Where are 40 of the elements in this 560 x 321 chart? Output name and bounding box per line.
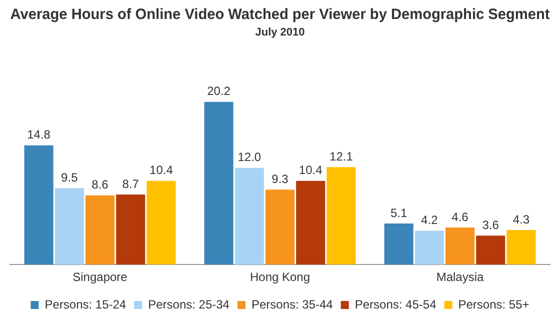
legend-label: Persons: 55+ — [458, 297, 530, 312]
data-label: 12.0 — [238, 150, 262, 164]
bar — [476, 236, 506, 265]
bar — [85, 195, 115, 265]
data-label: 8.6 — [92, 178, 109, 192]
bar — [24, 145, 54, 265]
data-label: 3.6 — [482, 218, 500, 232]
bar — [326, 167, 356, 265]
bar — [204, 102, 234, 265]
bar — [54, 188, 84, 265]
data-label: 4.6 — [452, 210, 469, 224]
legend-label: Persons: 15-24 — [44, 297, 126, 312]
data-label: 5.1 — [390, 206, 408, 220]
bar — [445, 228, 475, 265]
x-tick-label: Malaysia — [436, 270, 484, 284]
data-label: 14.8 — [27, 128, 51, 142]
legend-label: Persons: 25-34 — [148, 297, 230, 312]
bar — [234, 168, 264, 265]
legend-label: Persons: 45-54 — [354, 297, 437, 312]
x-tick-label: Singapore — [72, 270, 128, 284]
chart-subtitle: July 2010 — [255, 26, 305, 39]
data-label: 9.3 — [272, 172, 289, 186]
x-tick-label: Hong Kong — [250, 270, 310, 284]
data-label: 4.3 — [512, 212, 530, 226]
bar — [265, 190, 295, 265]
data-label: 10.4 — [150, 163, 174, 178]
bar — [296, 180, 326, 265]
data-label: 9.5 — [61, 170, 78, 184]
bar — [146, 180, 176, 265]
bar — [414, 230, 444, 265]
data-label: 12.1 — [330, 149, 354, 164]
chart-title: Average Hours of Online Video Watched per Viewer by Demographic Segment — [10, 6, 550, 24]
data-label: 20.2 — [207, 84, 231, 98]
data-label: 10.4 — [298, 163, 323, 178]
legend-label: Persons: 35-44 — [251, 297, 334, 312]
bar — [384, 224, 414, 265]
bar — [116, 194, 146, 265]
data-label: 8.7 — [122, 176, 140, 191]
data-label: 4.2 — [421, 213, 438, 228]
bar — [506, 230, 536, 265]
